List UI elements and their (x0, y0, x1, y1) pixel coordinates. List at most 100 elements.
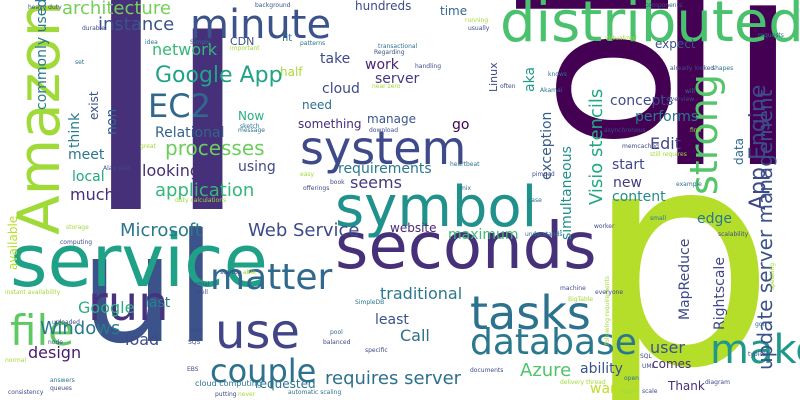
word-san: SAN (190, 327, 203, 334)
word-performs: performs (635, 109, 699, 125)
word-local: local (72, 169, 105, 185)
word-server: server (375, 71, 420, 87)
word-message: message (238, 127, 265, 134)
word-li-right: li (650, 0, 800, 233)
word-virtualized: virtualized (605, 35, 637, 42)
word-simply: Simply (190, 39, 211, 46)
word-worker: worker (594, 223, 615, 230)
word-want: want (590, 381, 625, 397)
word-everyone: everyone (595, 289, 624, 296)
word-automatic-scaling: automatic scaling (288, 389, 342, 396)
word-pimped: pimped (532, 171, 555, 178)
word-mix: mix (460, 185, 472, 192)
word-traditional: traditional (380, 284, 463, 303)
word-book: book (330, 179, 345, 186)
word-p: p (585, 85, 776, 400)
word-azure: Azure (520, 360, 572, 381)
word-usually: usually (468, 25, 490, 32)
word-design: design (28, 343, 82, 362)
word-patterns: patterns (300, 40, 326, 47)
word-computing: computing (60, 239, 93, 246)
word-asynchronous: asynchronous (604, 127, 646, 134)
word-matter: matter (210, 257, 333, 298)
word-user: user (650, 338, 685, 357)
word-relational: Relational (155, 125, 225, 141)
word-available: available (6, 215, 20, 270)
word-processes: processes (165, 136, 265, 160)
word-heavy-duty: heavy duty (28, 4, 62, 11)
word-got: got (755, 321, 765, 328)
word-exist: exist (87, 91, 101, 120)
word-background: background (255, 2, 291, 9)
word-shapes: shapes (712, 65, 734, 72)
word-set: set (75, 59, 85, 66)
word-running: running (465, 17, 489, 24)
word-near-zero: near zero (372, 83, 401, 90)
word-ec2: EC2 (148, 87, 211, 125)
word-least: least (375, 312, 409, 328)
word-think: think (67, 112, 83, 148)
word-important: important (230, 45, 260, 52)
word-requested: requested (255, 377, 316, 391)
word-simpledb: SimpleDB (355, 299, 385, 306)
word-answers: answers (50, 377, 75, 384)
word-hundreds: hundreds (355, 0, 412, 13)
word-machine: machine (560, 285, 586, 292)
word-microsoft: Microsoft (120, 220, 202, 241)
word-example: example (676, 181, 702, 188)
word-formal: formal (190, 281, 210, 288)
word-pool: pool (330, 329, 343, 336)
word-typical: typical (748, 351, 769, 358)
word-system: system (300, 121, 467, 175)
word-tasks: tasks (470, 286, 591, 340)
word-overview: overview (667, 96, 695, 103)
word-storage: storage (66, 224, 89, 231)
word-uploaded: uploaded (52, 319, 80, 326)
word-aka: aka (522, 66, 538, 92)
word-cloud: cloud (322, 81, 360, 97)
word-google-app: Google App (155, 63, 283, 88)
word-ability: ability (580, 361, 623, 377)
word-comes: comes (652, 357, 692, 371)
word-queues: queues (50, 385, 72, 392)
word-distributed: distributed (500, 0, 800, 55)
word-non: non (104, 108, 120, 135)
word-normal: normal (5, 357, 27, 364)
word-small: small (650, 215, 666, 222)
word-download: download (369, 127, 399, 134)
word-node: node (48, 339, 63, 346)
word-last: last (145, 295, 171, 311)
word-akamai: Akamai (540, 87, 563, 94)
word-well: well (196, 289, 208, 296)
word-requires-server: requires server (325, 368, 462, 389)
word-network: network (152, 40, 217, 59)
word-fit: fit (282, 33, 293, 44)
word-diagram: diagram (705, 379, 730, 386)
word-meet: meet (68, 147, 105, 163)
word-knows: knows (548, 71, 567, 78)
word-couple: couple (210, 352, 317, 390)
word-putting: putting (215, 391, 237, 398)
word-linux: Linux (487, 62, 500, 92)
word-manage: manage (367, 112, 417, 126)
word-never: never (238, 391, 256, 398)
word-still-requires: still requires (650, 151, 687, 158)
word-go: go (452, 117, 470, 133)
word-fine: fine (690, 127, 702, 134)
word-great: great (140, 143, 156, 150)
word-take: take (320, 51, 351, 67)
word-minute: minute (190, 2, 332, 48)
word-make: make (710, 327, 800, 373)
word-cdn: CDN (230, 35, 255, 48)
word-commonly-used: commonly used (34, 0, 50, 110)
word-sketch: sketch (240, 123, 260, 130)
word-run: run (88, 276, 169, 332)
word-leave: leave (620, 388, 637, 395)
word-transactional: transactional (378, 43, 418, 50)
word-using: using (238, 159, 276, 175)
word-heartbeat: heartbeat (450, 161, 480, 168)
word-handling: handling (415, 63, 442, 70)
word-work: work (365, 57, 399, 73)
word-following-requirements: following requirements (604, 275, 611, 345)
word-new: new (613, 175, 642, 191)
